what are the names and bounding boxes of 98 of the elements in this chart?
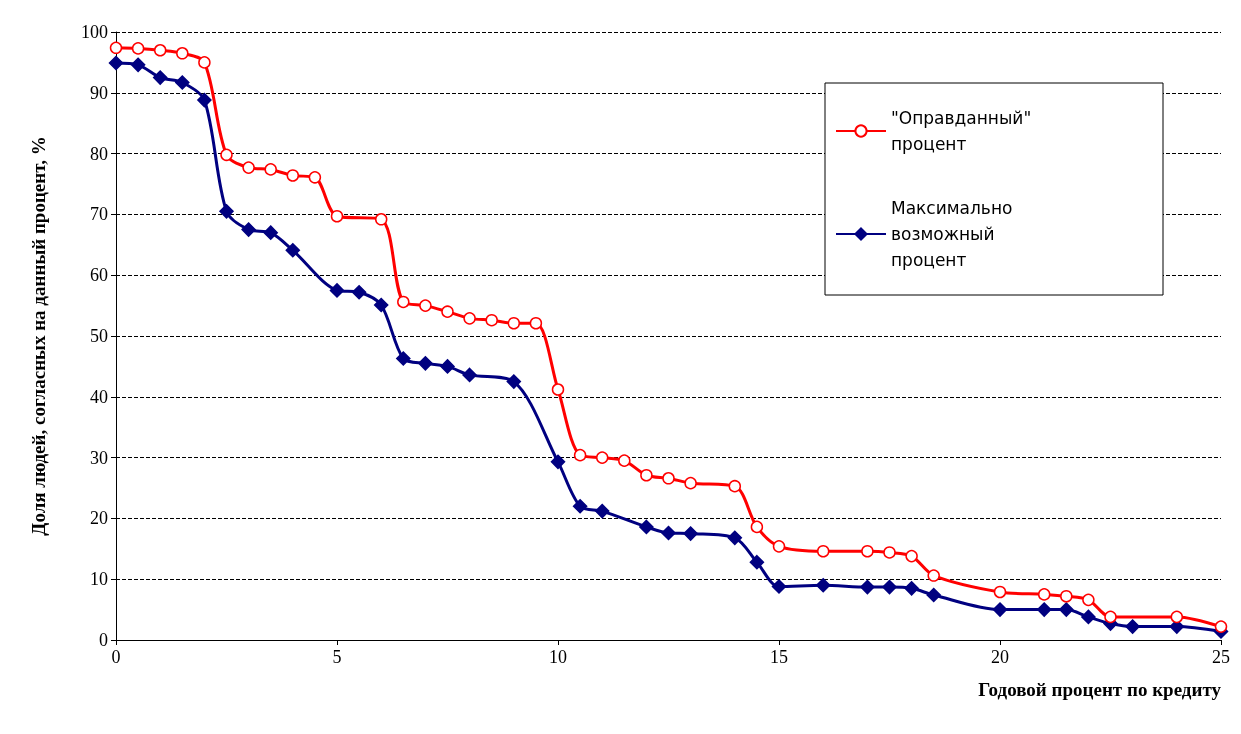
- point: [286, 169, 300, 182]
- point: [639, 519, 654, 535]
- point: [640, 468, 653, 482]
- y-tick-label: 10: [90, 569, 108, 590]
- point: [550, 454, 566, 470]
- point: [131, 42, 145, 55]
- point: [573, 448, 587, 462]
- x-tick-label: 15: [770, 647, 788, 667]
- point: [198, 56, 211, 69]
- point: [860, 579, 875, 595]
- point: [485, 313, 498, 327]
- point: [197, 92, 212, 108]
- point: [816, 544, 830, 558]
- point: [373, 297, 389, 313]
- point: [397, 295, 410, 309]
- point: [882, 579, 897, 595]
- point: [308, 171, 322, 184]
- point: [242, 161, 255, 174]
- point: [594, 503, 610, 519]
- x-tick-label: 25: [1212, 647, 1230, 667]
- legend-label: "Оправданный" процент: [891, 108, 1037, 154]
- point: [175, 75, 190, 90]
- point: [507, 316, 521, 330]
- x-tick-label: 10: [549, 647, 567, 667]
- y-tick-label: 80: [90, 143, 108, 164]
- y-tick-label: 60: [90, 265, 108, 286]
- point: [419, 299, 432, 312]
- point: [152, 70, 168, 85]
- point: [1104, 610, 1117, 624]
- y-tick-label: 100: [81, 22, 108, 42]
- point: [662, 472, 675, 485]
- point: [927, 569, 940, 582]
- point: [440, 359, 455, 374]
- y-tick-label: 0: [99, 630, 108, 650]
- y-tick-label: 50: [90, 326, 108, 346]
- point: [462, 367, 477, 383]
- x-tick-label: 20: [991, 647, 1009, 667]
- point: [905, 549, 918, 563]
- x-tick-label: 5: [332, 647, 342, 667]
- point: [572, 498, 588, 514]
- point: [749, 554, 765, 570]
- point: [993, 585, 1007, 599]
- point: [1059, 602, 1074, 617]
- point: [418, 356, 433, 371]
- point: [992, 602, 1008, 617]
- point: [130, 57, 146, 73]
- point: [263, 225, 278, 240]
- point: [815, 578, 831, 593]
- point: [904, 581, 919, 596]
- point: [108, 55, 124, 71]
- point: [618, 454, 631, 467]
- point: [285, 243, 301, 258]
- point: [683, 526, 698, 541]
- point: [1170, 610, 1184, 624]
- point: [219, 204, 234, 219]
- point: [506, 374, 522, 389]
- point: [396, 351, 411, 366]
- point: [661, 525, 676, 541]
- point: [1036, 602, 1052, 617]
- point: [750, 520, 764, 534]
- y-tick-label: 20: [90, 508, 108, 529]
- point: [728, 479, 742, 493]
- point: [109, 41, 123, 55]
- point: [883, 546, 896, 559]
- point: [595, 451, 609, 464]
- point: [772, 540, 786, 553]
- point: [330, 209, 344, 223]
- y-tick-label: 40: [90, 386, 108, 407]
- point: [684, 476, 697, 490]
- point: [727, 530, 743, 546]
- point: [926, 587, 941, 603]
- point: [1214, 620, 1228, 633]
- point: [176, 47, 189, 60]
- point: [861, 544, 874, 558]
- point: [1037, 588, 1051, 601]
- x-axis-title: Годовой процент по кредиту: [978, 679, 1222, 700]
- point: [529, 316, 543, 330]
- point: [1081, 609, 1096, 625]
- point: [241, 222, 256, 237]
- y-tick-label: 30: [90, 447, 108, 468]
- point: [220, 148, 233, 162]
- x-tick-label: 0: [111, 647, 121, 667]
- point: [351, 284, 367, 300]
- point: [1082, 593, 1095, 607]
- point: [1125, 619, 1140, 634]
- y-tick-label: 70: [90, 204, 108, 225]
- point: [264, 163, 277, 176]
- point: [441, 305, 454, 318]
- y-tick-label: 90: [90, 82, 108, 103]
- point: [551, 383, 565, 396]
- point: [374, 213, 388, 226]
- y-axis-title: Доля людей, согласных на данный процент, %: [28, 136, 49, 536]
- point: [771, 579, 787, 594]
- legend-label: Максимально возможный процент: [891, 198, 1018, 270]
- point: [153, 43, 167, 57]
- point: [329, 283, 345, 298]
- point: [1060, 589, 1073, 603]
- point: [463, 312, 476, 325]
